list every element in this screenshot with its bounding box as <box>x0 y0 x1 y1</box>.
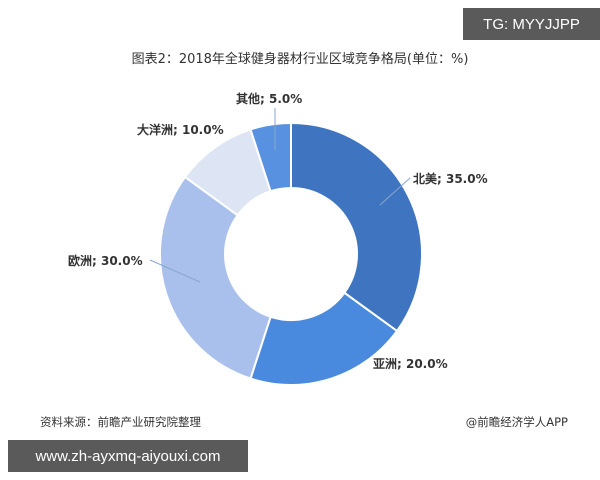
leader-line <box>379 177 411 206</box>
tg-badge: TG: MYYJJPP <box>463 8 600 40</box>
donut-slices <box>159 121 423 386</box>
leader-lines <box>149 108 411 283</box>
donut-slice-1 <box>249 291 399 386</box>
donut-slice-4 <box>249 121 292 193</box>
data-label: 亚洲; 20.0% <box>373 357 448 371</box>
data-labels: 北美; 35.0% 亚洲; 20.0% 欧洲; 30.0% 大洋洲; 10.0% 其他;… <box>68 91 488 371</box>
credit-note: @前瞻经济学人APP <box>465 415 568 429</box>
data-label: 北美; 35.0% <box>413 171 488 186</box>
donut-slice-2 <box>159 175 272 380</box>
leader-line <box>149 259 201 283</box>
donut-slice-0 <box>290 121 423 333</box>
source-note: 资料来源：前瞻产业研究院整理 <box>40 415 201 429</box>
chart-title: 图表2：2018年全球健身器材行业区域竞争格局(单位：%) <box>131 52 469 67</box>
data-label: 大洋洲; 10.0% <box>137 122 224 137</box>
data-label: 其他; 5.0% <box>236 91 302 106</box>
data-label: 欧洲; 30.0% <box>68 253 143 268</box>
url-badge: www.zh-ayxmq-aiyouxi.com <box>8 440 248 472</box>
